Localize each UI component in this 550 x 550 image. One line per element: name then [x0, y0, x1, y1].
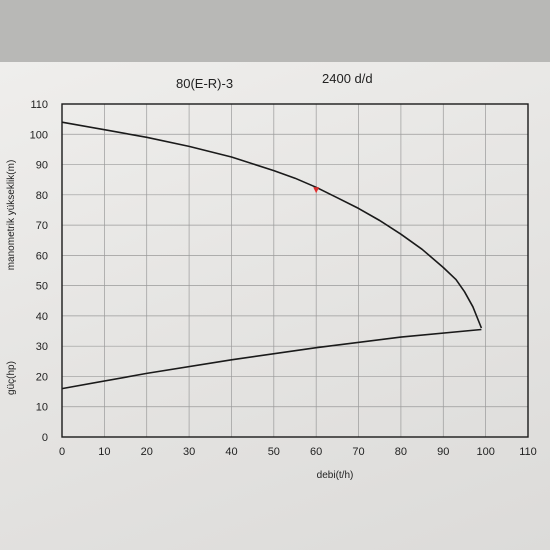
x-tick-label: 0: [59, 446, 65, 458]
y-tick-label: 80: [36, 190, 48, 202]
y-tick-label: 60: [36, 250, 48, 262]
plot-frame: [61, 103, 529, 438]
series: [61, 121, 483, 390]
chart-title: 80(E-R)-3: [176, 76, 234, 91]
y-tick-label: 10: [36, 402, 48, 414]
x-tick-label: 50: [268, 446, 280, 458]
chart-subtitle: 2400 d/d: [322, 71, 373, 86]
head-curve-line: [61, 121, 483, 329]
x-tick-label: 30: [183, 446, 195, 458]
x-axis-label: debi(t/h): [317, 470, 354, 481]
x-tick-label: 20: [141, 446, 153, 458]
x-tick-label: 110: [519, 446, 537, 458]
y-tick-label: 30: [36, 341, 48, 353]
y-tick-label: 20: [36, 371, 48, 383]
x-tick-label: 60: [310, 446, 322, 458]
y-tick-label: 90: [36, 160, 48, 172]
tick-labels: 0 10 20 30 40 50 60 70 80 90 100 110 0 10 20 30 40 50 60 70…: [30, 99, 537, 458]
y-tick-label: 0: [42, 432, 48, 444]
y-tick-label: 110: [30, 99, 48, 111]
y-tick-label: 100: [30, 129, 48, 141]
x-tick-label: 40: [225, 446, 237, 458]
grid: [61, 103, 529, 438]
y-tick-label: 70: [36, 220, 48, 232]
x-tick-label: 100: [476, 446, 494, 458]
operating-point-marker: [313, 187, 320, 194]
x-tick-label: 70: [352, 446, 364, 458]
x-tick-label: 10: [98, 446, 110, 458]
paper-background: [0, 62, 550, 550]
x-tick-label: 90: [437, 446, 449, 458]
y-tick-label: 50: [36, 281, 48, 293]
y-axis-label: manometrik yükseklik(m): [6, 160, 17, 271]
y-tick-label: 40: [36, 311, 48, 323]
power-curve-line: [61, 328, 482, 390]
y-axis-label-power: güç(hp): [6, 361, 17, 395]
x-tick-label: 80: [395, 446, 407, 458]
